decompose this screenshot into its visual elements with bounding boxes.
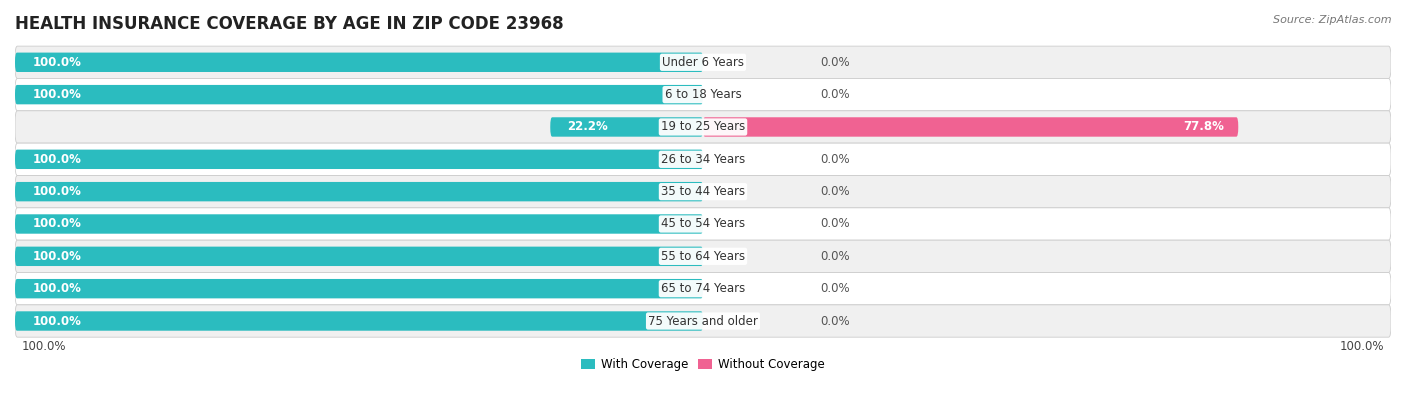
Text: 55 to 64 Years: 55 to 64 Years [661, 250, 745, 263]
Text: 0.0%: 0.0% [820, 250, 849, 263]
FancyBboxPatch shape [15, 247, 703, 266]
FancyBboxPatch shape [15, 46, 1391, 78]
FancyBboxPatch shape [15, 143, 1391, 176]
Text: 77.8%: 77.8% [1184, 120, 1225, 134]
FancyBboxPatch shape [15, 279, 703, 298]
Text: 65 to 74 Years: 65 to 74 Years [661, 282, 745, 295]
FancyBboxPatch shape [15, 214, 703, 234]
Text: 0.0%: 0.0% [820, 315, 849, 327]
Text: 75 Years and older: 75 Years and older [648, 315, 758, 327]
Text: 0.0%: 0.0% [820, 56, 849, 69]
FancyBboxPatch shape [15, 53, 703, 72]
Text: 45 to 54 Years: 45 to 54 Years [661, 217, 745, 230]
Text: 100.0%: 100.0% [32, 282, 82, 295]
Text: 0.0%: 0.0% [820, 282, 849, 295]
FancyBboxPatch shape [15, 111, 1391, 143]
Text: 100.0%: 100.0% [32, 250, 82, 263]
Text: 100.0%: 100.0% [32, 56, 82, 69]
Text: 100.0%: 100.0% [32, 185, 82, 198]
Text: 22.2%: 22.2% [568, 120, 609, 134]
Text: 100.0%: 100.0% [1340, 340, 1384, 353]
FancyBboxPatch shape [15, 182, 703, 201]
Text: 19 to 25 Years: 19 to 25 Years [661, 120, 745, 134]
Text: 0.0%: 0.0% [820, 153, 849, 166]
FancyBboxPatch shape [15, 305, 1391, 337]
Text: 0.0%: 0.0% [820, 217, 849, 230]
Legend: With Coverage, Without Coverage: With Coverage, Without Coverage [576, 354, 830, 376]
FancyBboxPatch shape [15, 311, 703, 331]
Text: 35 to 44 Years: 35 to 44 Years [661, 185, 745, 198]
FancyBboxPatch shape [15, 208, 1391, 240]
FancyBboxPatch shape [15, 273, 1391, 305]
Text: 6 to 18 Years: 6 to 18 Years [665, 88, 741, 101]
FancyBboxPatch shape [15, 150, 703, 169]
FancyBboxPatch shape [15, 78, 1391, 111]
Text: 100.0%: 100.0% [32, 88, 82, 101]
Text: Under 6 Years: Under 6 Years [662, 56, 744, 69]
Text: HEALTH INSURANCE COVERAGE BY AGE IN ZIP CODE 23968: HEALTH INSURANCE COVERAGE BY AGE IN ZIP … [15, 15, 564, 33]
FancyBboxPatch shape [703, 117, 1239, 137]
Text: 26 to 34 Years: 26 to 34 Years [661, 153, 745, 166]
FancyBboxPatch shape [15, 85, 703, 104]
Text: 0.0%: 0.0% [820, 185, 849, 198]
Text: 0.0%: 0.0% [820, 88, 849, 101]
Text: 100.0%: 100.0% [32, 315, 82, 327]
Text: 100.0%: 100.0% [32, 217, 82, 230]
FancyBboxPatch shape [15, 176, 1391, 208]
FancyBboxPatch shape [550, 117, 703, 137]
Text: 100.0%: 100.0% [32, 153, 82, 166]
Text: Source: ZipAtlas.com: Source: ZipAtlas.com [1274, 15, 1392, 24]
Text: 100.0%: 100.0% [22, 340, 66, 353]
FancyBboxPatch shape [15, 240, 1391, 273]
